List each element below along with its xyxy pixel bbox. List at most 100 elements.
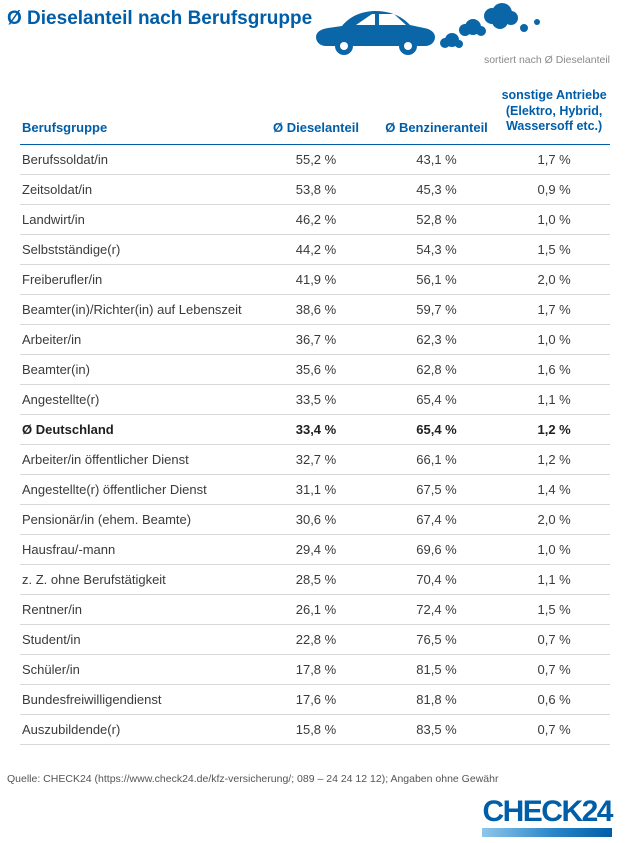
- row-dieselanteil-value: 15,8 %: [295, 721, 337, 737]
- page-title: Ø Dieselanteil nach Berufsgruppe: [7, 8, 313, 29]
- exhaust-clouds-icon: [440, 3, 540, 48]
- table-row: Zeitsoldat/in 53,8 % 45,3 % 0,9 %: [20, 174, 610, 205]
- row-benzineranteil-value: 67,4 %: [416, 511, 457, 527]
- table-row: Bundesfreiwilligendienst 17,6 % 81,8 % 0…: [20, 684, 610, 715]
- row-sonstige-value: 0,6 %: [537, 691, 571, 707]
- row-berufsgruppe-label: z. Z. ohne Berufstätigkeit: [22, 571, 166, 587]
- row-berufsgruppe-label: Schüler/in: [22, 661, 80, 677]
- car-exhaust-icon: [316, 3, 540, 55]
- check24-logo: CHECK24: [482, 795, 613, 837]
- row-sonstige-value: 1,0 %: [537, 211, 571, 227]
- table-row: Angestellte(r) öffentlicher Dienst 31,1 …: [20, 474, 610, 505]
- table-row: Beamter(in)/Richter(in) auf Lebenszeit 3…: [20, 294, 610, 325]
- check24-logo-text: CHECK24: [482, 795, 613, 828]
- row-benzineranteil-value: 45,3 %: [416, 181, 457, 197]
- table-row: Berufssoldat/in 55,2 % 43,1 % 1,7 %: [20, 144, 610, 175]
- diesel-share-table: Berufsgruppe Ø Dieselanteil Ø Benzineran…: [20, 88, 610, 745]
- table-row: Student/in 22,8 % 76,5 % 0,7 %: [20, 624, 610, 655]
- table-head: Berufsgruppe Ø Dieselanteil Ø Benzineran…: [20, 88, 610, 145]
- row-sonstige-value: 1,4 %: [537, 481, 571, 497]
- row-dieselanteil-value: 33,5 %: [295, 391, 337, 407]
- row-benzineranteil-value: 56,1 %: [416, 271, 457, 287]
- table-row: Hausfrau/-mann 29,4 % 69,6 % 1,0 %: [20, 534, 610, 565]
- column-header-benzineranteil: Ø Benzineranteil: [385, 119, 488, 135]
- row-sonstige-value: 1,0 %: [537, 541, 571, 557]
- row-dieselanteil-value: 55,2 %: [295, 151, 337, 167]
- row-dieselanteil-value: 22,8 %: [295, 631, 337, 647]
- source-note: Quelle: CHECK24 (https://www.check24.de/…: [7, 773, 499, 785]
- row-sonstige-value: 1,2 %: [537, 451, 571, 467]
- row-berufsgruppe-label: Auszubildende(r): [22, 721, 121, 737]
- table-row: Freiberufler/in 41,9 % 56,1 % 2,0 %: [20, 264, 610, 295]
- row-dieselanteil-value: 26,1 %: [295, 601, 337, 617]
- row-berufsgruppe-label: Beamter(in): [22, 361, 90, 377]
- row-sonstige-value: 0,7 %: [537, 721, 571, 737]
- row-benzineranteil-value: 65,4 %: [416, 421, 457, 437]
- row-berufsgruppe-label: Bundesfreiwilligendienst: [22, 691, 162, 707]
- row-sonstige-value: 1,5 %: [537, 601, 571, 617]
- row-benzineranteil-value: 72,4 %: [416, 601, 457, 617]
- row-benzineranteil-value: 69,6 %: [416, 541, 457, 557]
- row-sonstige-value: 2,0 %: [537, 511, 571, 527]
- row-dieselanteil-value: 30,6 %: [295, 511, 337, 527]
- row-berufsgruppe-label: Selbstständige(r): [22, 241, 121, 257]
- row-berufsgruppe-label: Student/in: [22, 631, 81, 647]
- row-berufsgruppe-label: Rentner/in: [22, 601, 82, 617]
- row-berufsgruppe-label: Zeitsoldat/in: [22, 181, 93, 197]
- row-benzineranteil-value: 43,1 %: [416, 151, 457, 167]
- row-dieselanteil-value: 46,2 %: [295, 211, 337, 227]
- row-sonstige-value: 2,0 %: [537, 271, 571, 287]
- row-berufsgruppe-label: Hausfrau/-mann: [22, 541, 116, 557]
- row-benzineranteil-value: 62,3 %: [416, 331, 457, 347]
- row-dieselanteil-value: 17,8 %: [295, 661, 337, 677]
- table-row: Arbeiter/in 36,7 % 62,3 % 1,0 %: [20, 324, 610, 355]
- row-sonstige-value: 1,7 %: [537, 151, 571, 167]
- row-benzineranteil-value: 54,3 %: [416, 241, 457, 257]
- row-benzineranteil-value: 81,8 %: [416, 691, 457, 707]
- table-row: Auszubildende(r) 15,8 % 83,5 % 0,7 %: [20, 714, 610, 745]
- row-benzineranteil-value: 67,5 %: [416, 481, 457, 497]
- row-benzineranteil-value: 52,8 %: [416, 211, 457, 227]
- row-berufsgruppe-label: Ø Deutschland: [22, 421, 114, 437]
- table-row: Pensionär/in (ehem. Beamte) 30,6 % 67,4 …: [20, 504, 610, 535]
- row-sonstige-value: 0,9 %: [537, 181, 571, 197]
- row-berufsgruppe-label: Angestellte(r): [22, 391, 100, 407]
- row-berufsgruppe-label: Arbeiter/in öffentlicher Dienst: [22, 451, 189, 467]
- check24-logo-bar: [482, 828, 612, 837]
- table-row: Beamter(in) 35,6 % 62,8 % 1,6 %: [20, 354, 610, 385]
- table-body: Berufssoldat/in 55,2 % 43,1 % 1,7 % Zeit…: [20, 144, 610, 745]
- row-berufsgruppe-label: Arbeiter/in: [22, 331, 82, 347]
- sort-note: sortiert nach Ø Dieselanteil: [483, 54, 610, 66]
- column-header-dieselanteil: Ø Dieselanteil: [272, 119, 359, 135]
- row-benzineranteil-value: 81,5 %: [416, 661, 457, 677]
- row-benzineranteil-value: 59,7 %: [416, 301, 457, 317]
- row-dieselanteil-value: 44,2 %: [295, 241, 337, 257]
- row-dieselanteil-value: 35,6 %: [295, 361, 337, 377]
- row-sonstige-value: 0,7 %: [537, 631, 571, 647]
- table-row: Arbeiter/in öffentlicher Dienst 32,7 % 6…: [20, 444, 610, 475]
- row-sonstige-value: 1,0 %: [537, 331, 571, 347]
- row-benzineranteil-value: 76,5 %: [416, 631, 457, 647]
- footer: Quelle: CHECK24 (https://www.check24.de/…: [0, 771, 630, 843]
- row-dieselanteil-value: 33,4 %: [295, 421, 337, 437]
- car-icon: [316, 11, 435, 55]
- table-row: Schüler/in 17,8 % 81,5 % 0,7 %: [20, 654, 610, 685]
- row-benzineranteil-value: 70,4 %: [416, 571, 457, 587]
- table-row: Rentner/in 26,1 % 72,4 % 1,5 %: [20, 594, 610, 625]
- row-berufsgruppe-label: Pensionär/in (ehem. Beamte): [22, 511, 192, 527]
- header-bar: Ø Dieselanteil nach Berufsgruppe sortier…: [0, 0, 630, 88]
- row-sonstige-value: 1,6 %: [537, 361, 571, 377]
- column-header-sonstige-antriebe: sonstige Antriebe (Elektro, Hybrid, Wass…: [501, 88, 607, 134]
- row-benzineranteil-value: 66,1 %: [416, 451, 457, 467]
- row-dieselanteil-value: 32,7 %: [295, 451, 337, 467]
- row-sonstige-value: 1,2 %: [537, 421, 571, 437]
- table-header-row: Berufsgruppe Ø Dieselanteil Ø Benzineran…: [20, 88, 610, 145]
- row-sonstige-value: 1,1 %: [537, 571, 571, 587]
- row-benzineranteil-value: 65,4 %: [416, 391, 457, 407]
- row-dieselanteil-value: 17,6 %: [295, 691, 337, 707]
- row-dieselanteil-value: 31,1 %: [295, 481, 337, 497]
- row-berufsgruppe-label: Freiberufler/in: [22, 271, 103, 287]
- row-sonstige-value: 0,7 %: [537, 661, 571, 677]
- row-sonstige-value: 1,5 %: [537, 241, 571, 257]
- row-sonstige-value: 1,7 %: [537, 301, 571, 317]
